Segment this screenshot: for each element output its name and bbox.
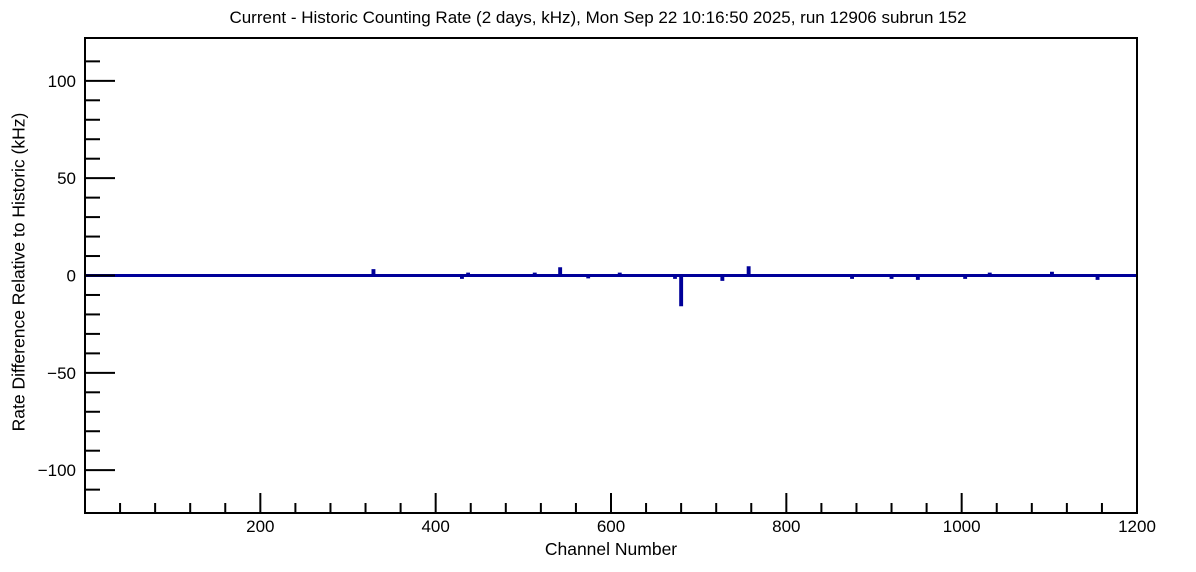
x-tick-label: 400	[421, 517, 449, 536]
data-series-line	[85, 266, 1137, 307]
x-axis-ticks	[119, 493, 1138, 513]
x-tick-label: 800	[772, 517, 800, 536]
x-tick-label: 200	[246, 517, 274, 536]
y-tick-label: 50	[57, 169, 76, 188]
y-axis-ticks	[85, 60, 115, 491]
y-tick-label: 0	[67, 267, 76, 286]
x-axis-tick-labels: 200 400 600 800 1000 1200	[246, 517, 1156, 536]
y-axis-label: Rate Difference Relative to Historic (kH…	[8, 112, 29, 432]
y-tick-label: −100	[38, 461, 76, 480]
y-axis-tick-labels: −100 −50 0 50 100	[38, 72, 76, 480]
chart-title: Current - Historic Counting Rate (2 days…	[229, 8, 967, 27]
y-tick-label: −50	[47, 364, 76, 383]
x-axis-label: Channel Number	[544, 539, 678, 559]
x-tick-label: 1000	[943, 517, 981, 536]
y-tick-label: 100	[48, 72, 76, 91]
x-tick-label: 600	[597, 517, 625, 536]
x-tick-label: 1200	[1118, 517, 1156, 536]
